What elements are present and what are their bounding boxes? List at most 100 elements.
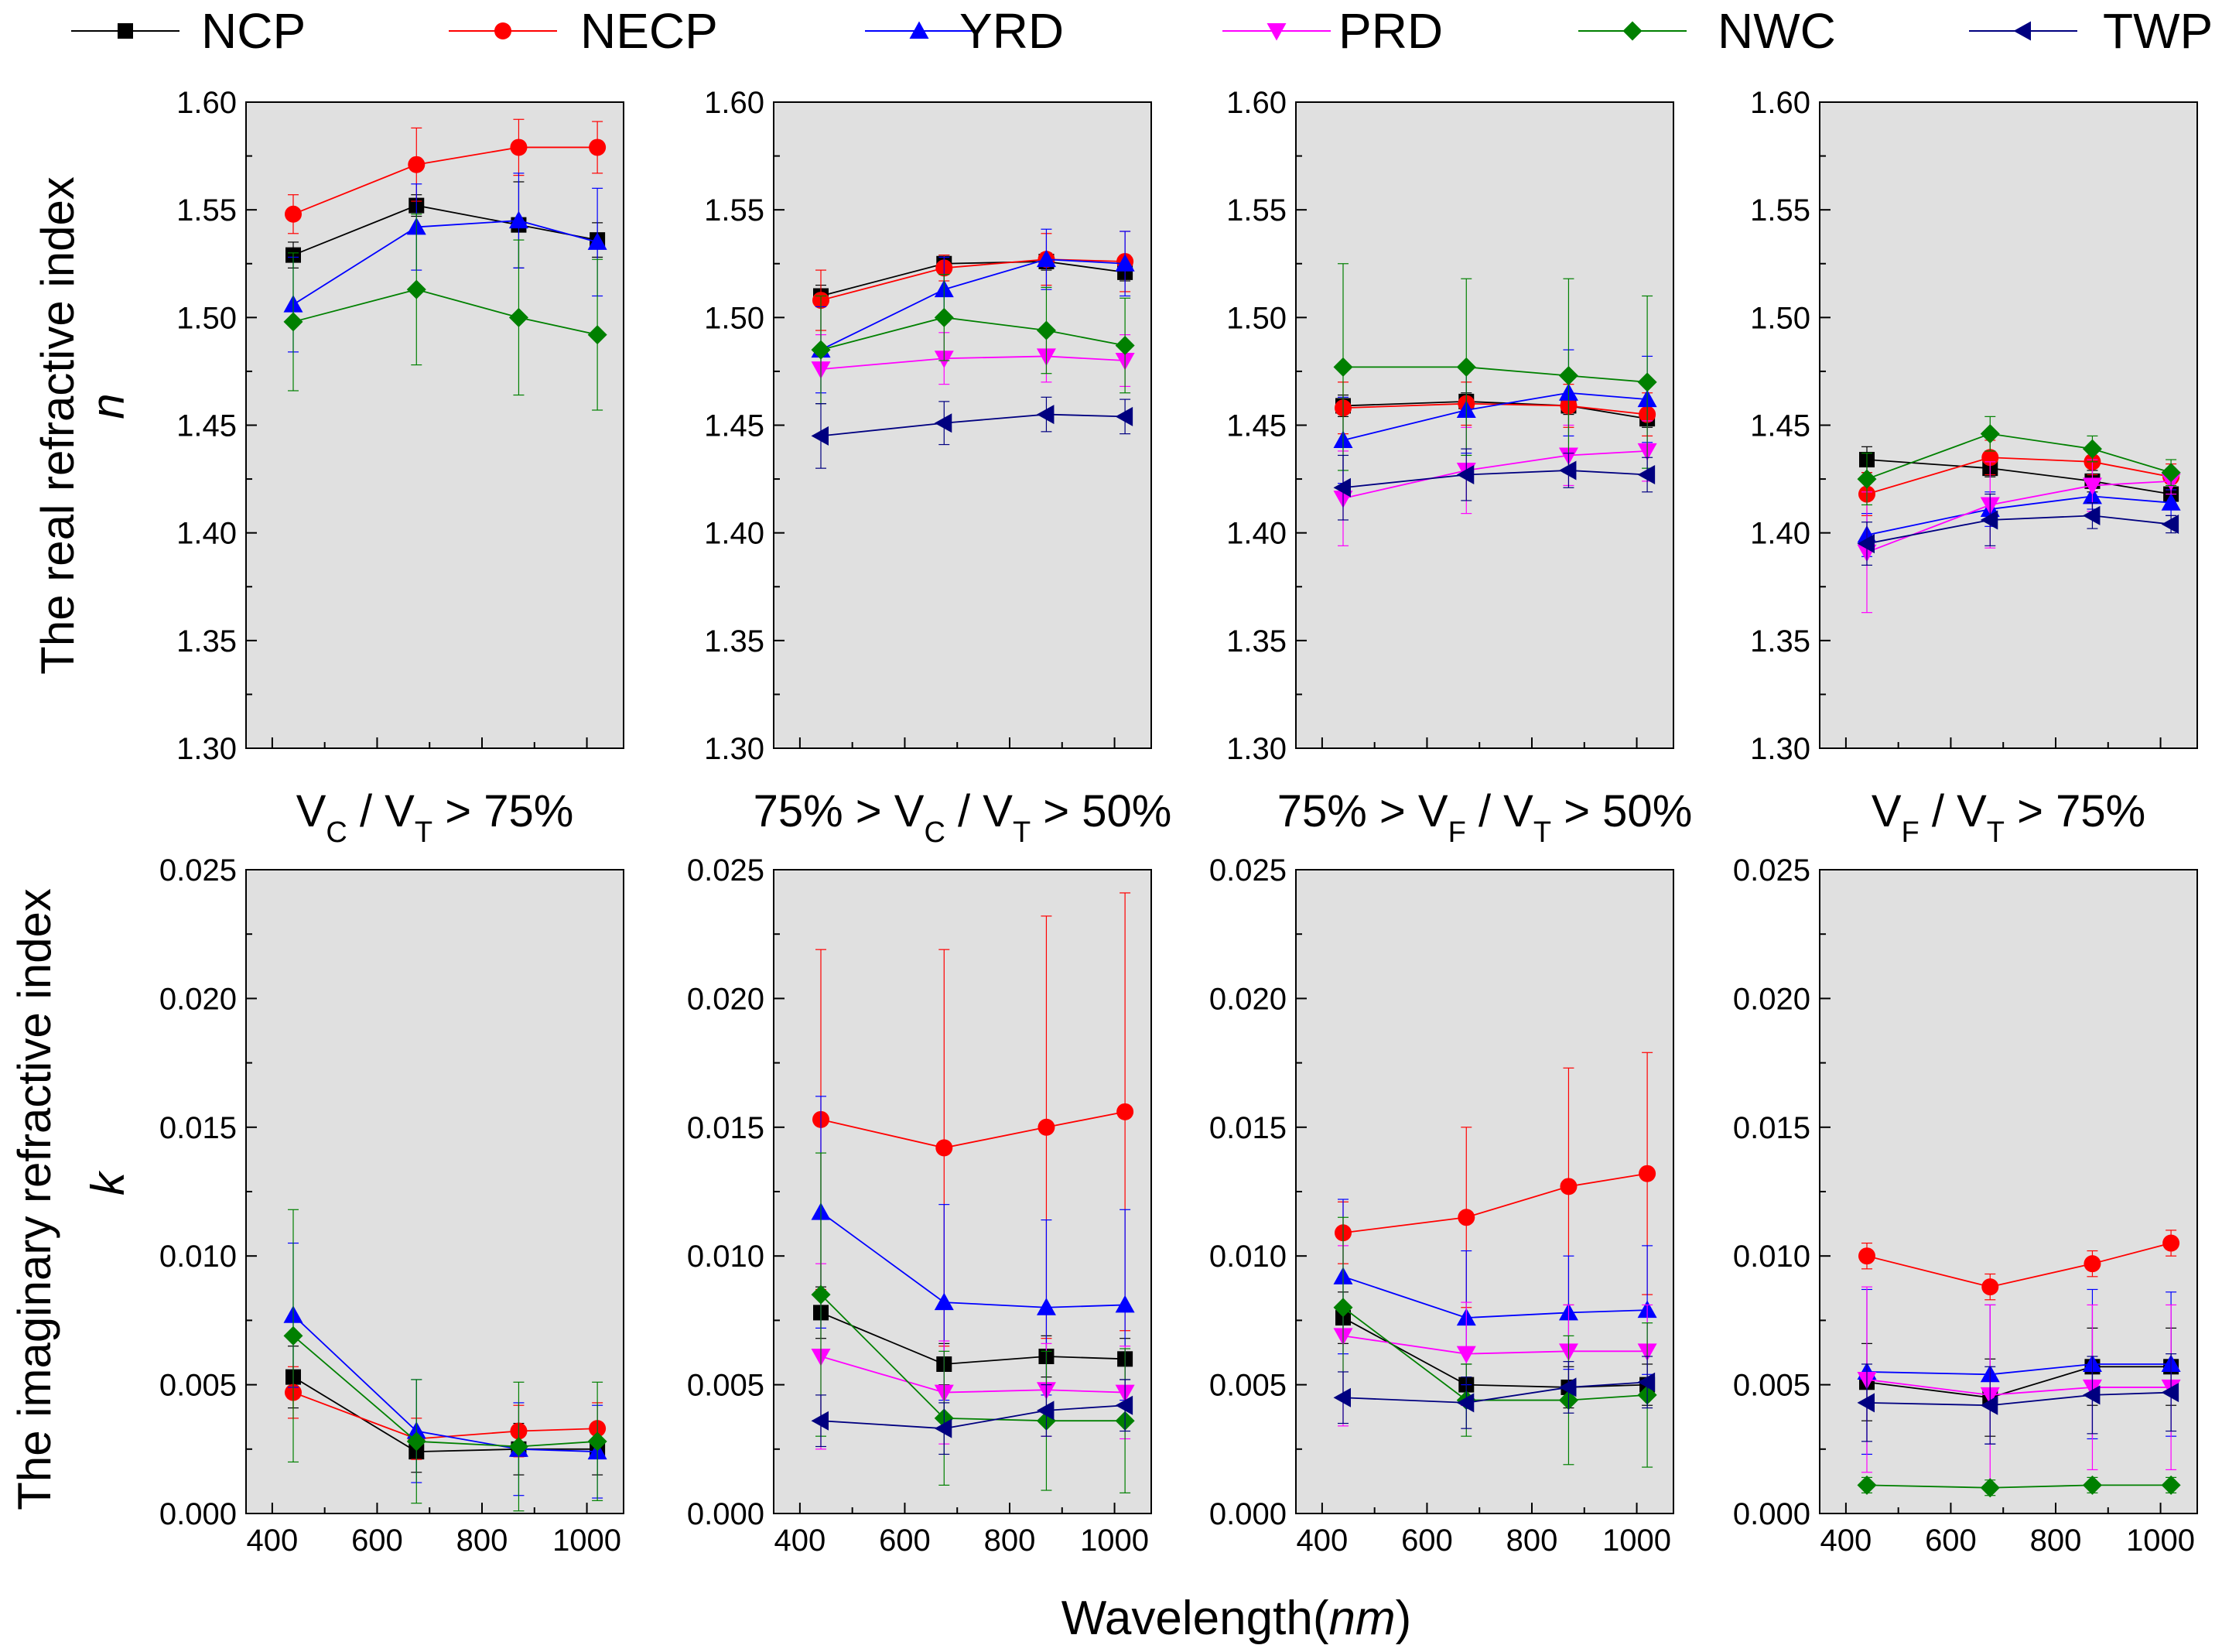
data-point [1857, 469, 1877, 489]
series-line [1866, 1363, 2172, 1376]
data-point [408, 156, 426, 173]
series-line [1866, 495, 2172, 536]
data-point [1560, 1178, 1578, 1195]
data-point [1637, 465, 1656, 485]
y-tick-label: 1.45 [1750, 409, 1810, 443]
legend-label: NWC [1718, 3, 1836, 59]
legend-marker [118, 23, 133, 39]
y-tick-label: 0.025 [1733, 853, 1810, 888]
series-line [1866, 1242, 2172, 1288]
y-tick-label: 0.010 [159, 1240, 237, 1274]
data-point [1456, 1346, 1476, 1364]
legend-marker [2013, 21, 2031, 41]
series-line [292, 1391, 598, 1440]
y-tick-label: 1.45 [704, 409, 764, 443]
condition-label: 75% > VC / VT > 50% [754, 786, 1172, 849]
series-line [1866, 1379, 2172, 1396]
series-nwc [283, 214, 607, 411]
series-line [820, 1110, 1126, 1149]
data-point [1980, 1478, 2000, 1498]
legend-label: TWP [2103, 3, 2213, 59]
series-line [1342, 1381, 1648, 1404]
y-tick-label: 1.30 [704, 732, 764, 766]
y-tick-label: 1.30 [176, 732, 237, 766]
y-tick-label: 0.020 [1209, 982, 1287, 1016]
data-point [283, 1325, 303, 1346]
plot-area [1295, 869, 1674, 1514]
series-line [820, 258, 1126, 301]
legend-label: NECP [580, 3, 718, 59]
data-point [1116, 1103, 1134, 1120]
series-line [820, 258, 1126, 351]
plot-area [245, 101, 624, 749]
series-line [1866, 433, 2172, 480]
data-point [283, 312, 303, 332]
series-line [292, 1315, 598, 1453]
y-tick-label: 1.55 [1750, 193, 1810, 227]
condition-text: / V [347, 786, 415, 836]
series-line [292, 146, 598, 215]
data-point [406, 279, 426, 299]
data-point [2161, 1475, 2181, 1495]
series-line [292, 220, 598, 306]
data-point [1456, 1393, 1475, 1413]
data-point [1115, 254, 1135, 272]
x-tick-label: 800 [984, 1524, 1036, 1558]
y-tick-label: 1.60 [704, 86, 764, 120]
data-point [589, 139, 607, 156]
x-tick-label: 800 [456, 1524, 508, 1558]
series-line [820, 261, 1126, 297]
condition-subscript: F [1902, 816, 1919, 849]
y-tick-label: 1.50 [1750, 301, 1810, 335]
y-tick-label: 1.35 [176, 624, 237, 658]
y-tick-label: 0.010 [1733, 1240, 1810, 1274]
series-line [820, 355, 1126, 371]
plot-area [773, 869, 1152, 1514]
y-tick-label: 1.60 [1226, 86, 1287, 120]
data-point [2082, 1385, 2101, 1405]
data-point [811, 340, 831, 360]
series-line [1866, 1391, 2172, 1407]
data-point [1036, 249, 1056, 268]
panel-real-2: 1.30 1.35 1.40 1.45 1.50 1.55 1.60 75% > VC / V… [704, 86, 1171, 849]
x-tick-label: 600 [1401, 1524, 1453, 1558]
data-point [2082, 1475, 2102, 1495]
y-tick-label: 1.30 [1750, 732, 1810, 766]
x-tick-label: 400 [774, 1524, 826, 1558]
y-axis-symbol-n: n [82, 393, 134, 419]
data-point [1857, 1475, 1877, 1495]
data-point [1333, 357, 1353, 377]
series-line [1866, 480, 2172, 553]
series-line [1342, 392, 1648, 441]
condition-text: > 50% [1551, 786, 1692, 836]
y-tick-label: 1.50 [1226, 301, 1287, 335]
x-tick-label: 400 [247, 1524, 299, 1558]
panel-imaginary-4: 0.000 0.005 0.010 0.015 0.020 0.025 400 600 800 1… [1733, 853, 2198, 1558]
x-axis-label-close: ) [1396, 1592, 1412, 1645]
data-point [1558, 365, 1578, 385]
series-line [820, 1356, 1126, 1394]
x-tick-label: 600 [351, 1524, 403, 1558]
y-tick-label: 1.40 [704, 517, 764, 551]
condition-text: V [296, 786, 326, 836]
series-line [292, 1335, 598, 1448]
y-tick-label: 1.30 [1226, 732, 1287, 766]
data-point [811, 1411, 829, 1431]
legend-marker [1622, 21, 1643, 41]
x-axis-label: Wavelength(nm) [1061, 1592, 1412, 1645]
plot-area [245, 869, 624, 1514]
plot-area [1295, 101, 1674, 749]
condition-label: 75% > VF / VT > 50% [1277, 786, 1693, 849]
legend-item-nwc: NWC [1578, 3, 1836, 59]
x-tick-label: 800 [2030, 1524, 2082, 1558]
data-point [2161, 463, 2181, 483]
condition-subscript: T [1013, 816, 1031, 849]
panel-imaginary-3: 0.000 0.005 0.010 0.015 0.020 0.025 400 600 800 1… [1209, 853, 1674, 1558]
data-point [1333, 1298, 1353, 1318]
data-point [1038, 1118, 1055, 1136]
data-point [2162, 1234, 2180, 1252]
condition-subscript: T [1533, 816, 1551, 849]
y-tick-label: 1.40 [1750, 517, 1810, 551]
x-tick-label: 1000 [2126, 1524, 2195, 1558]
